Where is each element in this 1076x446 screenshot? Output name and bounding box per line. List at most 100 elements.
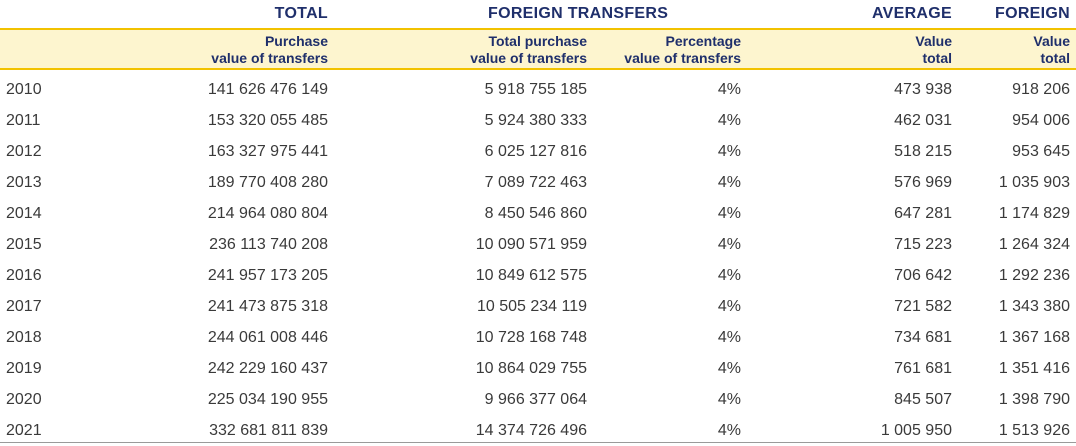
table-row: 2010 141 626 476 149 5 918 755 185 4% 473 93… <box>0 74 1076 105</box>
column-header-line: value of transfers <box>624 50 741 66</box>
foreign-value-cell: 954 006 <box>1012 112 1070 129</box>
foreign-purchase-cell: 10 728 168 748 <box>475 329 587 346</box>
foreign-purchase-cell: 8 450 546 860 <box>484 205 587 222</box>
column-header-average-value: Value total <box>915 33 952 67</box>
table-row: 2018 244 061 008 446 10 728 168 748 4% 734 6… <box>0 322 1076 353</box>
group-header-foreign: FOREIGN <box>995 5 1070 22</box>
foreign-purchase-cell: 5 918 755 185 <box>484 81 587 98</box>
foreign-purchase-cell: 9 966 377 064 <box>484 391 587 408</box>
total-purchase-cell: 332 681 811 839 <box>209 422 328 439</box>
group-header-total: TOTAL <box>274 5 328 22</box>
column-header-foreign-value: Value total <box>1033 33 1070 67</box>
total-purchase-cell: 236 113 740 208 <box>209 236 328 253</box>
table-row: 2017 241 473 875 318 10 505 234 119 4% 721 5… <box>0 291 1076 322</box>
table-row: 2021 332 681 811 839 14 374 726 496 4% 1 005… <box>0 415 1076 446</box>
percentage-cell: 4% <box>717 236 741 253</box>
column-header-total-purchase: Purchase value of transfers <box>211 33 328 67</box>
year-cell: 2011 <box>6 112 41 129</box>
foreign-purchase-cell: 10 864 029 755 <box>475 360 587 377</box>
average-value-cell: 721 582 <box>894 298 952 315</box>
foreign-purchase-cell: 14 374 726 496 <box>475 422 587 439</box>
percentage-cell: 4% <box>717 329 741 346</box>
percentage-cell: 4% <box>717 143 741 160</box>
column-header-row: Purchase value of transfers Total purcha… <box>0 28 1076 70</box>
year-cell: 2012 <box>6 143 42 160</box>
year-cell: 2017 <box>6 298 42 315</box>
total-purchase-cell: 153 320 055 485 <box>207 112 328 129</box>
foreign-value-cell: 1 174 829 <box>998 205 1070 222</box>
table-row: 2019 242 229 160 437 10 864 029 755 4% 761 6… <box>0 353 1076 384</box>
year-cell: 2019 <box>6 360 42 377</box>
average-value-cell: 845 507 <box>894 391 952 408</box>
foreign-value-cell: 1 343 380 <box>998 298 1070 315</box>
total-purchase-cell: 242 229 160 437 <box>207 360 328 377</box>
percentage-cell: 4% <box>717 267 741 284</box>
column-header-line: value of transfers <box>470 50 587 66</box>
foreign-value-cell: 1 367 168 <box>998 329 1070 346</box>
total-purchase-cell: 241 473 875 318 <box>207 298 328 315</box>
foreign-purchase-cell: 5 924 380 333 <box>484 112 587 129</box>
group-header-average: AVERAGE <box>871 5 952 22</box>
column-header-line: Value <box>1033 33 1070 49</box>
average-value-cell: 518 215 <box>894 143 952 160</box>
percentage-cell: 4% <box>717 422 741 439</box>
foreign-value-cell: 1 035 903 <box>998 174 1070 191</box>
average-value-cell: 576 969 <box>894 174 952 191</box>
table-bottom-rule <box>0 442 1076 443</box>
foreign-purchase-cell: 10 090 571 959 <box>475 236 587 253</box>
total-purchase-cell: 241 957 173 205 <box>207 267 328 284</box>
average-value-cell: 1 005 950 <box>880 422 952 439</box>
table-row: 2011 153 320 055 485 5 924 380 333 4% 462 03… <box>0 105 1076 136</box>
foreign-value-cell: 1 264 324 <box>998 236 1070 253</box>
foreign-value-cell: 1 292 236 <box>998 267 1070 284</box>
total-purchase-cell: 214 964 080 804 <box>207 205 328 222</box>
table-row: 2015 236 113 740 208 10 090 571 959 4% 715 2… <box>0 229 1076 260</box>
table-row: 2012 163 327 975 441 6 025 127 816 4% 518 21… <box>0 136 1076 167</box>
total-purchase-cell: 141 626 476 149 <box>207 81 328 98</box>
foreign-value-cell: 1 351 416 <box>998 360 1070 377</box>
column-header-foreign-total-purchase: Total purchase value of transfers <box>470 33 587 67</box>
column-header-percentage: Percentage value of transfers <box>624 33 741 67</box>
average-value-cell: 647 281 <box>894 205 952 222</box>
total-purchase-cell: 163 327 975 441 <box>207 143 328 160</box>
total-purchase-cell: 189 770 408 280 <box>207 174 328 191</box>
column-header-line: Value <box>915 33 952 49</box>
year-cell: 2021 <box>6 422 42 439</box>
foreign-purchase-cell: 7 089 722 463 <box>484 174 587 191</box>
average-value-cell: 734 681 <box>894 329 952 346</box>
column-header-line: total <box>1040 50 1070 66</box>
percentage-cell: 4% <box>717 205 741 222</box>
column-header-line: Percentage <box>665 33 741 49</box>
average-value-cell: 761 681 <box>894 360 952 377</box>
foreign-value-cell: 918 206 <box>1012 81 1070 98</box>
average-value-cell: 706 642 <box>894 267 952 284</box>
table-row: 2013 189 770 408 280 7 089 722 463 4% 576 96… <box>0 167 1076 198</box>
percentage-cell: 4% <box>717 391 741 408</box>
foreign-value-cell: 953 645 <box>1012 143 1070 160</box>
column-header-line: value of transfers <box>211 50 328 66</box>
percentage-cell: 4% <box>717 81 741 98</box>
foreign-purchase-cell: 10 849 612 575 <box>475 267 587 284</box>
group-header-row: TOTAL FOREIGN TRANSFERS AVERAGE FOREIGN <box>0 0 1076 28</box>
year-cell: 2010 <box>6 81 42 98</box>
column-header-line: Purchase <box>264 33 328 49</box>
average-value-cell: 462 031 <box>894 112 952 129</box>
column-header-line: total <box>922 50 952 66</box>
total-purchase-cell: 225 034 190 955 <box>207 391 328 408</box>
total-purchase-cell: 244 061 008 446 <box>207 329 328 346</box>
average-value-cell: 473 938 <box>894 81 952 98</box>
percentage-cell: 4% <box>717 360 741 377</box>
year-cell: 2014 <box>6 205 42 222</box>
column-header-line: Total purchase <box>488 33 587 49</box>
year-cell: 2018 <box>6 329 42 346</box>
year-cell: 2015 <box>6 236 42 253</box>
foreign-purchase-cell: 10 505 234 119 <box>476 298 587 315</box>
percentage-cell: 4% <box>717 112 741 129</box>
year-cell: 2020 <box>6 391 42 408</box>
year-cell: 2016 <box>6 267 42 284</box>
group-header-foreign-transfers: FOREIGN TRANSFERS <box>488 5 669 22</box>
table-row: 2014 214 964 080 804 8 450 546 860 4% 647 28… <box>0 198 1076 229</box>
table-row: 2020 225 034 190 955 9 966 377 064 4% 845 50… <box>0 384 1076 415</box>
percentage-cell: 4% <box>717 298 741 315</box>
